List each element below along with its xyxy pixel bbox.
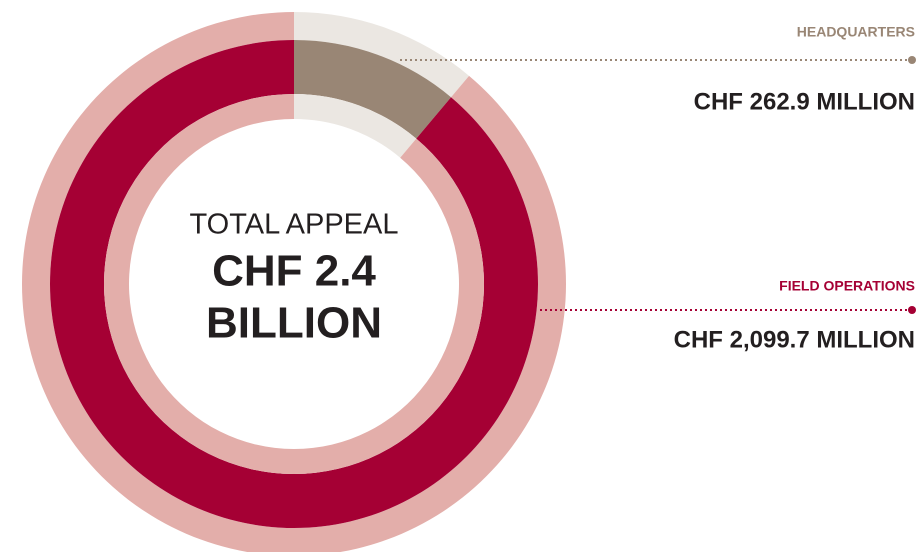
value-label: CHF 2,099.7 MILLION	[674, 326, 915, 353]
category-label: FIELD OPERATIONS	[779, 278, 915, 294]
category-label: HEADQUARTERS	[797, 24, 915, 40]
slice-inner	[294, 94, 417, 158]
slice	[294, 40, 452, 139]
center-value: CHF 2.4	[212, 247, 376, 296]
center-title: TOTAL APPEAL	[189, 209, 398, 241]
value-label: CHF 262.9 MILLION	[694, 88, 915, 115]
leader-dot	[908, 56, 916, 64]
center-value: BILLION	[206, 299, 382, 348]
leader-dot	[908, 306, 916, 314]
slice-outer	[294, 12, 470, 98]
